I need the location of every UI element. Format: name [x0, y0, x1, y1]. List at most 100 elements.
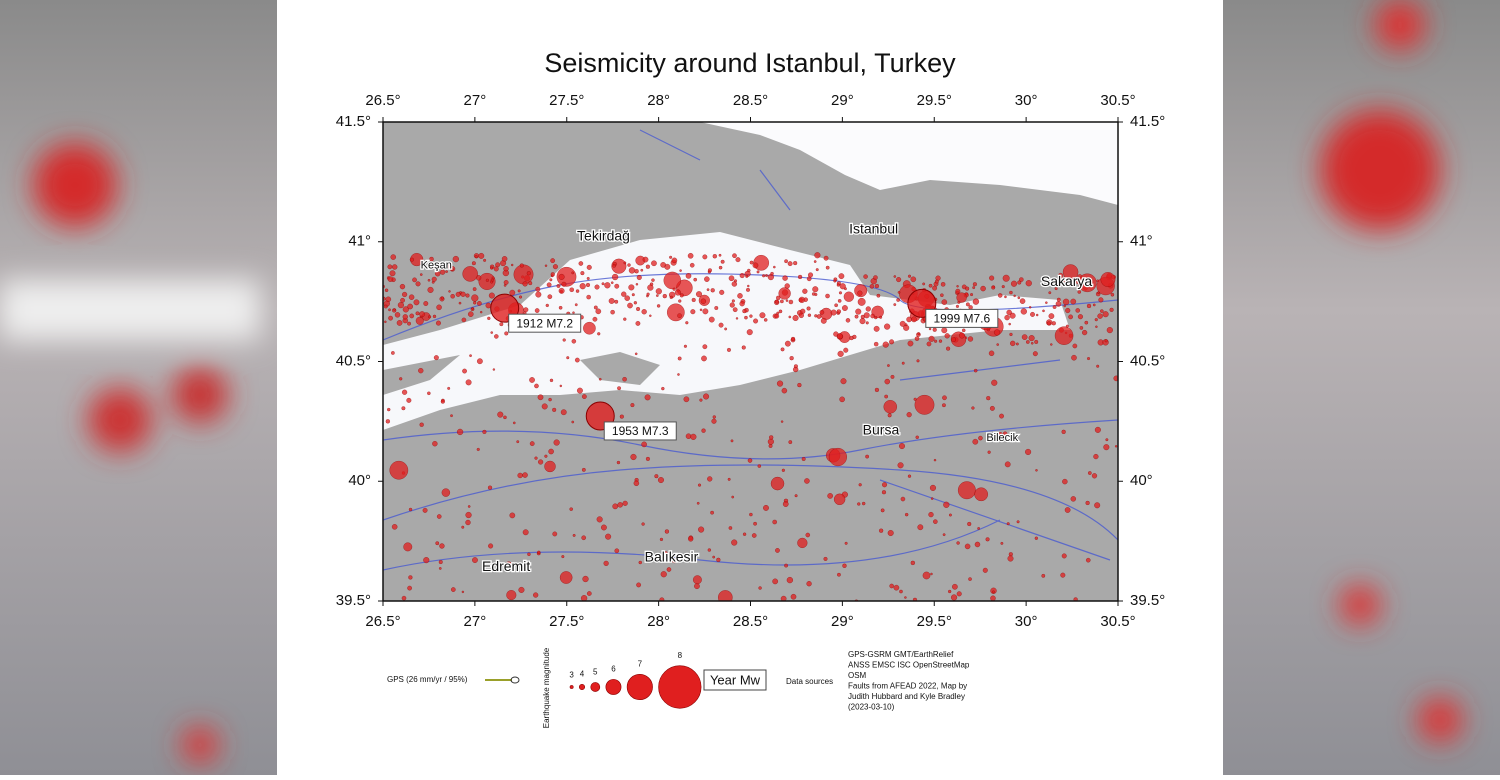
magnitude-label: 5 — [593, 668, 598, 677]
magnitude-label: 4 — [580, 669, 585, 678]
quake-dot — [1060, 572, 1066, 578]
quake-dot — [559, 384, 563, 388]
quake-dot — [742, 532, 747, 536]
quake-dot — [731, 495, 735, 499]
quake-dot — [775, 548, 780, 553]
quake-dot — [806, 581, 812, 587]
quake-dot — [989, 406, 995, 411]
quake-dot — [788, 440, 793, 444]
quake-dot — [534, 308, 540, 313]
quake-dot — [636, 582, 641, 588]
quake-dot — [873, 275, 878, 280]
quake-dot — [874, 283, 880, 289]
quake-dot — [1084, 320, 1089, 325]
quake-dot — [699, 398, 703, 402]
quake-dot — [594, 284, 600, 290]
quake-dot — [471, 294, 479, 302]
quake-dot — [814, 314, 818, 318]
quake-dot — [1077, 314, 1083, 320]
quake-dot — [768, 444, 773, 448]
quake-dot — [685, 273, 692, 279]
quake-dot — [388, 315, 393, 321]
quake-dot — [553, 439, 560, 446]
lon-label: 28° — [647, 613, 670, 630]
quake-dot — [1110, 292, 1115, 297]
quake-dot — [780, 420, 784, 423]
quake-dot — [971, 406, 975, 410]
quake-dot — [985, 537, 990, 542]
quake-dot — [729, 302, 735, 308]
quake-dot — [739, 301, 745, 307]
quake-dot — [869, 284, 875, 289]
quake-dot — [622, 500, 628, 506]
quake-dot — [806, 306, 811, 311]
lat-label: 41° — [348, 233, 371, 250]
quake-dot — [803, 297, 808, 302]
quake-dot — [660, 571, 667, 578]
quake-dot — [581, 535, 586, 541]
quake-dot — [462, 368, 467, 374]
quake-dot — [745, 274, 749, 278]
quake-dot — [887, 413, 892, 418]
quake-dot — [780, 347, 785, 352]
lat-label: 41.5° — [336, 113, 371, 130]
quake-dot — [549, 278, 553, 282]
quake-dot — [482, 429, 487, 434]
quake-dot — [678, 299, 682, 303]
quake-dot — [968, 577, 972, 581]
quake-dot — [550, 258, 556, 263]
quake-dot — [812, 286, 819, 293]
quake-dot — [699, 308, 703, 312]
quake-dot — [1004, 295, 1007, 299]
quake-dot — [504, 331, 509, 336]
quake-dot — [1032, 351, 1038, 357]
quake-dot — [399, 284, 406, 290]
quake-dot — [907, 274, 912, 278]
quake-dot — [825, 265, 830, 270]
lon-label: 29.5° — [917, 613, 952, 630]
quake-dot — [465, 379, 472, 386]
black-sea — [700, 122, 1118, 205]
quake-dot — [677, 356, 682, 361]
quake-dot — [383, 304, 388, 309]
quake-dot — [1102, 311, 1109, 318]
quake-dot — [946, 346, 951, 351]
quake-dot — [1068, 314, 1073, 320]
quake-dot — [441, 488, 451, 497]
quake-dot — [1051, 283, 1055, 287]
quake-dot — [857, 502, 861, 506]
quake-dot — [439, 543, 445, 549]
quake-dot — [477, 358, 483, 365]
quake-dot — [579, 283, 586, 290]
quake-dot — [928, 283, 933, 288]
magnitude-circle — [658, 665, 702, 709]
lon-label: 27° — [464, 613, 487, 630]
quake-dot — [1086, 557, 1091, 563]
quake-dot — [419, 311, 425, 318]
gps-legend: GPS (26 mm/yr / 95%) — [387, 675, 468, 684]
quake-dot — [930, 572, 933, 576]
quake-dot — [1075, 308, 1080, 313]
quake-dot — [816, 314, 822, 319]
quake-dot — [580, 271, 585, 276]
quake-dot — [718, 253, 722, 257]
quake-dot — [941, 299, 948, 305]
quake-dot — [561, 281, 567, 287]
quake-dot — [517, 289, 521, 293]
quake-dot — [1019, 298, 1026, 304]
quake-dot — [1105, 438, 1109, 442]
quake-dot — [727, 477, 731, 481]
quake-dot — [595, 308, 602, 315]
quake-dot — [1093, 454, 1099, 460]
quake-dot — [836, 309, 841, 314]
event-label: 1999 M7.6 — [933, 312, 990, 326]
quake-dot — [757, 464, 762, 468]
quake-dot — [1021, 334, 1028, 340]
quake-dot — [419, 273, 423, 276]
quake-dot — [797, 537, 808, 548]
quake-dot — [753, 318, 759, 324]
quake-dot — [770, 476, 785, 491]
quake-dot — [478, 253, 485, 259]
lon-label: 26.5° — [365, 92, 400, 109]
quake-dot — [450, 268, 454, 271]
